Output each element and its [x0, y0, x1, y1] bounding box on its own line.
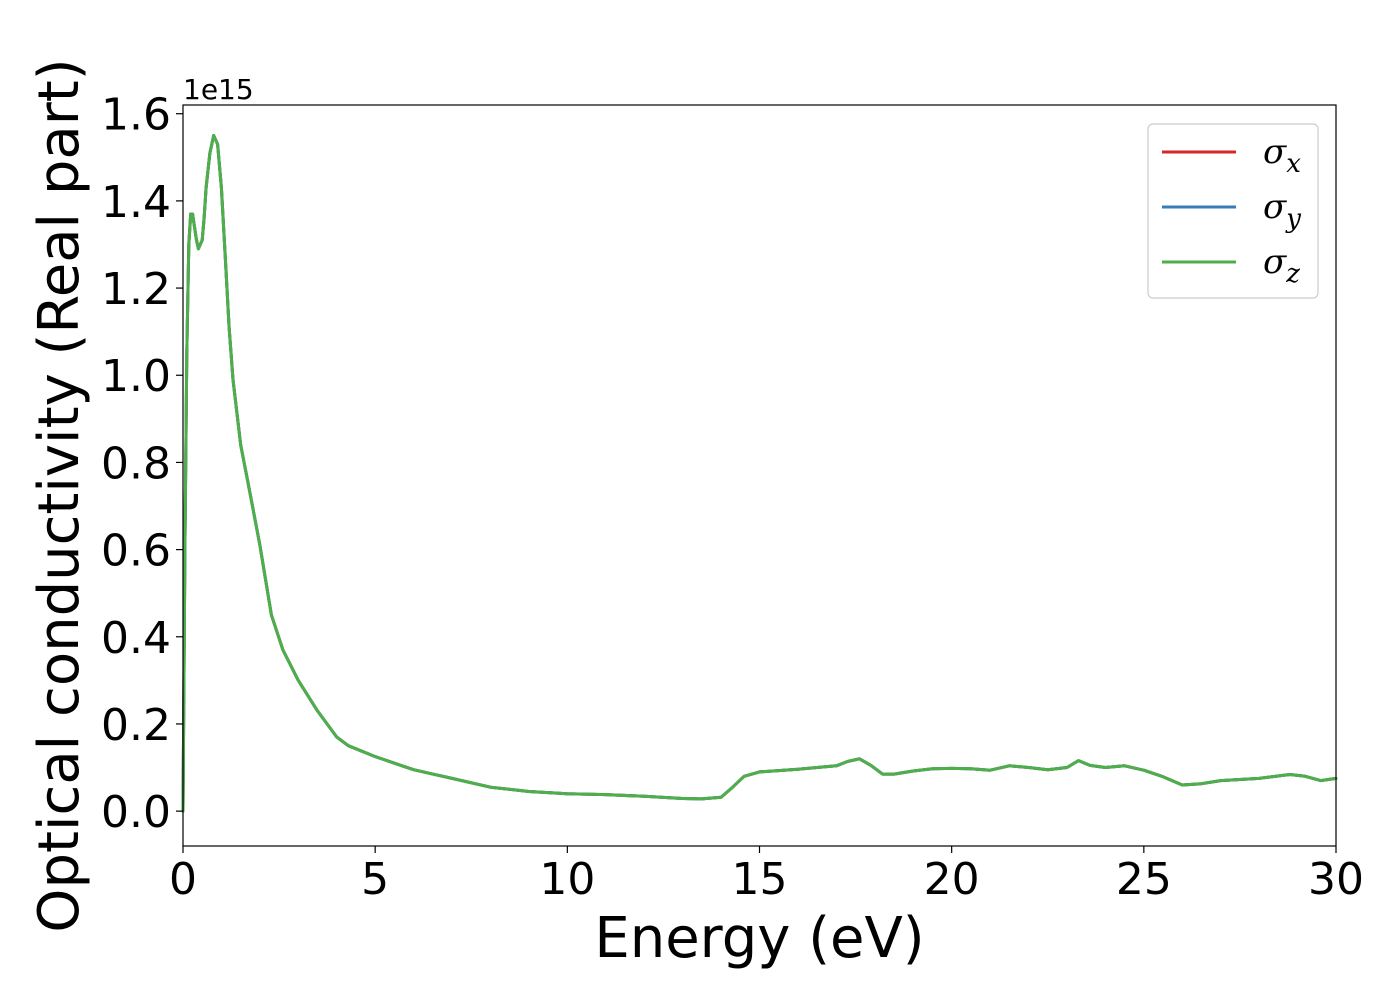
y-tick-label: 0.6 — [101, 526, 171, 577]
y-tick-label: 0.4 — [101, 613, 171, 664]
y-tick-label: 1.0 — [101, 351, 171, 402]
x-tick-label: 20 — [924, 854, 980, 905]
x-axis-title: Energy (eV) — [594, 906, 924, 971]
y-tick-label: 0.8 — [101, 438, 171, 489]
x-tick-label: 25 — [1116, 854, 1172, 905]
x-axis-ticks: 0 5 10 15 20 25 30 — [169, 846, 1364, 905]
y-axis-offset-label: 1e15 — [183, 73, 254, 106]
x-tick-label: 30 — [1308, 854, 1364, 905]
x-tick-label: 15 — [732, 854, 788, 905]
y-axis-title: Optical conductivity (Real part) — [27, 58, 92, 932]
y-tick-label: 0.0 — [101, 787, 171, 838]
x-tick-label: 0 — [169, 854, 197, 905]
y-tick-label: 1.6 — [101, 90, 171, 141]
y-tick-label: 1.4 — [101, 177, 171, 228]
x-tick-label: 5 — [361, 854, 389, 905]
legend-box — [1147, 123, 1319, 299]
y-tick-label: 1.2 — [101, 264, 171, 315]
series-layer — [181, 134, 1338, 813]
series-line-z — [181, 134, 1338, 813]
x-tick-label: 10 — [539, 854, 595, 905]
y-axis-ticks: 0.0 0.2 0.4 0.6 0.8 1.0 1.2 1.4 1.6 — [101, 90, 183, 838]
y-tick-label: 0.2 — [101, 700, 171, 751]
